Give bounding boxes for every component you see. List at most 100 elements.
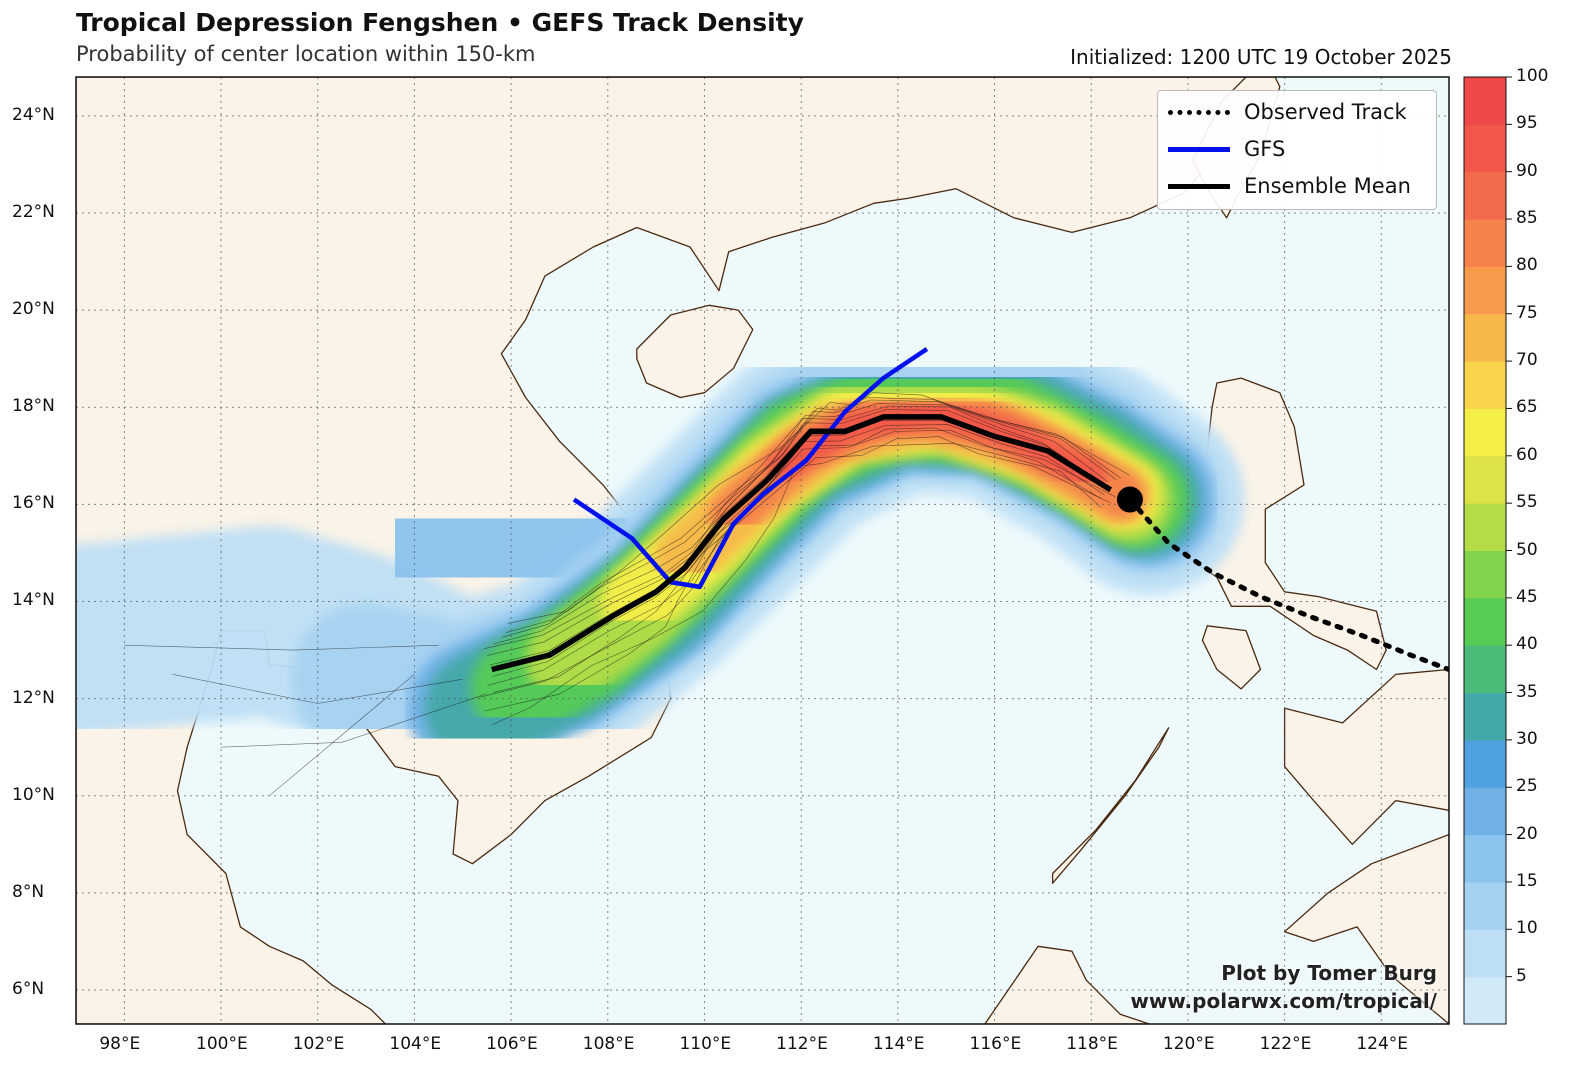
colorbar-segment-15 (1464, 881, 1506, 930)
lat-tick-label: 22°N (12, 201, 55, 222)
member-track-6 (487, 409, 1106, 656)
member-track-west-4 (269, 674, 415, 796)
observed-track (1127, 497, 1449, 672)
colorbar-tick-label: 65 (1516, 397, 1538, 418)
lon-tick-label: 112°E (776, 1034, 828, 1054)
gfs-track-swatch (1168, 146, 1230, 152)
colorbar-tick-label: 75 (1516, 302, 1538, 323)
member-track-west-1 (124, 644, 439, 651)
colorbar-segment-70 (1464, 361, 1506, 409)
lat-tick-label: 12°N (12, 687, 55, 708)
colorbar-segment-35 (1464, 692, 1506, 741)
colorbar-segment-5 (1464, 976, 1506, 1025)
legend-gfs: GFS (1168, 134, 1285, 164)
lat-tick-label: 18°N (12, 396, 55, 417)
hainan-land (636, 304, 754, 399)
member-track-8 (505, 397, 1121, 633)
member-track-14 (502, 399, 1117, 638)
member-track-2 (480, 429, 1101, 698)
colorbar (1463, 76, 1512, 1025)
legend-observed: Observed Track (1168, 97, 1407, 127)
colorbar-segment-10 (1464, 929, 1506, 978)
colorbar-tick-label: 90 (1516, 160, 1538, 181)
colorbar-segment-100 (1464, 77, 1506, 125)
member-track-7 (493, 403, 1108, 645)
lon-tick-label: 114°E (872, 1034, 925, 1054)
map-frame (75, 76, 1450, 1025)
colorbar-tick-label: 95 (1516, 113, 1538, 134)
lon-tick-label: 100°E (196, 1034, 248, 1054)
legend-gfs-label: GFS (1244, 137, 1286, 161)
lon-tick-label: 104°E (389, 1034, 442, 1054)
lon-tick-label: 118°E (1066, 1034, 1118, 1054)
colorbar-segment-50 (1464, 550, 1506, 599)
colorbar-segment-90 (1464, 171, 1506, 220)
visayas-land (1283, 668, 1449, 845)
lat-tick-label: 20°N (12, 299, 55, 320)
colorbar-tick-label: 60 (1516, 444, 1538, 465)
lon-tick-label: 110°E (679, 1034, 732, 1054)
colorbar-tick-label: 85 (1516, 208, 1538, 229)
colorbar-tick-label: 55 (1516, 492, 1538, 513)
colorbar-tick-label: 10 (1516, 918, 1538, 939)
colorbar-segment-25 (1464, 787, 1506, 836)
colorbar-segment-80 (1464, 266, 1506, 315)
graticule (76, 77, 1449, 1024)
member-track-west-2 (220, 693, 487, 748)
credit-line-2: www.polarwx.com/tropical/ (1130, 989, 1437, 1013)
member-track-1 (484, 436, 1111, 712)
colorbar-segment-75 (1464, 313, 1506, 362)
palawan-land (1051, 727, 1170, 884)
legend-mean-label: Ensemble Mean (1244, 174, 1411, 198)
colorbar-segment-60 (1464, 455, 1506, 504)
lat-tick-label: 8°N (12, 881, 45, 902)
lat-tick-label: 6°N (12, 979, 45, 999)
colorbar-tick-label: 80 (1516, 255, 1538, 276)
track-layer (491, 347, 1449, 673)
colorbar-segment-55 (1464, 503, 1506, 551)
colorbar-tick-label: 35 (1516, 681, 1538, 702)
colorbar-segment-20 (1464, 834, 1506, 883)
lon-tick-label: 124°E (1356, 1034, 1409, 1054)
colorbar-tick-label: 20 (1516, 823, 1538, 844)
mean-track-swatch (1168, 183, 1230, 189)
lat-tick-label: 24°N (12, 104, 55, 125)
init-time: Initialized: 1200 UTC 19 October 2025 (1070, 45, 1452, 69)
colorbar-segment-95 (1464, 124, 1506, 173)
colorbar-tick-label: 25 (1516, 776, 1538, 797)
lon-tick-label: 122°E (1259, 1034, 1312, 1054)
mainland-asia-land (76, 77, 1262, 1024)
lon-tick-label: 116°E (969, 1034, 1022, 1054)
map-subtitle: Probability of center location within 15… (76, 42, 536, 66)
observed-track-swatch (1168, 109, 1230, 115)
lat-tick-label: 10°N (12, 784, 55, 805)
colorbar-tick-label: 30 (1516, 728, 1538, 749)
mindanao-land (1283, 833, 1449, 1024)
lat-tick-label: 16°N (12, 493, 55, 514)
colorbar-segment-40 (1464, 645, 1506, 694)
map-title: Tropical Depression Fengshen • GEFS Trac… (76, 8, 804, 37)
colorbar-tick-label: 100 (1516, 66, 1549, 86)
lon-tick-label: 106°E (486, 1034, 538, 1054)
current-position-marker (1116, 486, 1143, 513)
gfs-track (572, 347, 929, 590)
colorbar-segment-45 (1464, 597, 1506, 646)
legend-observed-label: Observed Track (1244, 100, 1407, 124)
lon-tick-label: 102°E (292, 1034, 345, 1054)
credit-line-1: Plot by Tomer Burg (1221, 961, 1437, 985)
lat-tick-label: 14°N (12, 590, 55, 611)
colorbar-segment-65 (1464, 408, 1506, 457)
colorbar-segment-30 (1464, 739, 1506, 788)
colorbar-tick-label: 45 (1516, 586, 1538, 607)
legend-mean: Ensemble Mean (1168, 171, 1411, 201)
colorbar-tick-label: 5 (1516, 965, 1527, 986)
lon-tick-label: 120°E (1162, 1034, 1215, 1054)
colorbar-tick-label: 15 (1516, 870, 1538, 891)
colorbar-tick-label: 40 (1516, 634, 1538, 655)
map-legend: Observed Track GFS Ensemble Mean (1157, 90, 1437, 210)
colorbar-segment-85 (1464, 219, 1506, 267)
density-band-2 (339, 448, 683, 648)
borneo-land (984, 945, 1150, 1024)
lon-tick-label: 108°E (582, 1034, 635, 1054)
